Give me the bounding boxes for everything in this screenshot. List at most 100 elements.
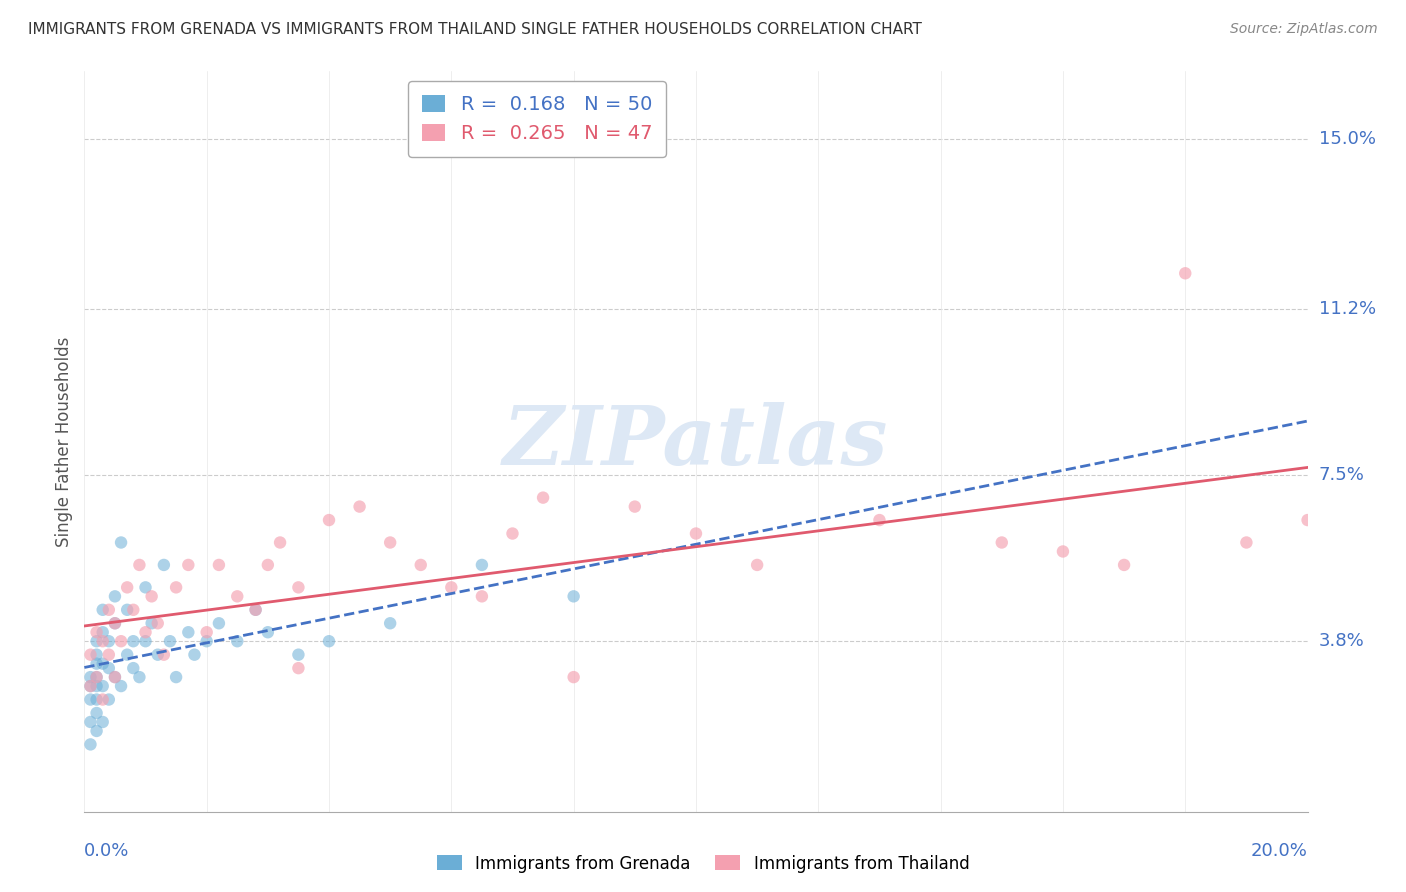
- Point: [104, 670, 127, 684]
- Legend: Immigrants from Grenada, Immigrants from Thailand: Immigrants from Grenada, Immigrants from…: [430, 848, 976, 880]
- Point: [86, 706, 108, 720]
- Point: [91, 625, 114, 640]
- Point: [135, 580, 157, 594]
- Point: [79, 648, 101, 662]
- Point: [79, 738, 101, 752]
- Point: [141, 616, 163, 631]
- Point: [257, 558, 280, 572]
- Point: [409, 558, 432, 572]
- Point: [104, 616, 127, 631]
- Point: [269, 535, 291, 549]
- Text: 3.8%: 3.8%: [1319, 632, 1364, 650]
- Point: [146, 616, 169, 631]
- Point: [195, 625, 218, 640]
- Point: [91, 634, 114, 648]
- Point: [562, 670, 585, 684]
- Text: Source: ZipAtlas.com: Source: ZipAtlas.com: [1230, 22, 1378, 37]
- Text: 0.0%: 0.0%: [84, 842, 129, 860]
- Point: [110, 535, 132, 549]
- Point: [380, 616, 402, 631]
- Point: [153, 558, 176, 572]
- Point: [685, 526, 707, 541]
- Point: [141, 590, 163, 604]
- Point: [471, 590, 494, 604]
- Point: [91, 657, 114, 671]
- Point: [110, 634, 132, 648]
- Text: IMMIGRANTS FROM GRENADA VS IMMIGRANTS FROM THAILAND SINGLE FATHER HOUSEHOLDS COR: IMMIGRANTS FROM GRENADA VS IMMIGRANTS FR…: [28, 22, 922, 37]
- Point: [869, 513, 891, 527]
- Y-axis label: Single Father Households: Single Father Households: [55, 336, 73, 547]
- Point: [91, 714, 114, 729]
- Point: [287, 580, 309, 594]
- Point: [91, 692, 114, 706]
- Point: [135, 634, 157, 648]
- Point: [97, 661, 120, 675]
- Point: [165, 580, 187, 594]
- Point: [128, 670, 150, 684]
- Point: [380, 535, 402, 549]
- Point: [624, 500, 647, 514]
- Point: [440, 580, 463, 594]
- Point: [502, 526, 524, 541]
- Point: [318, 513, 340, 527]
- Text: 11.2%: 11.2%: [1319, 301, 1376, 318]
- Point: [318, 634, 340, 648]
- Point: [86, 679, 108, 693]
- Point: [177, 558, 200, 572]
- Point: [226, 590, 249, 604]
- Point: [195, 634, 218, 648]
- Point: [86, 648, 108, 662]
- Point: [86, 692, 108, 706]
- Point: [208, 558, 231, 572]
- Point: [1052, 544, 1074, 558]
- Point: [79, 679, 101, 693]
- Point: [177, 625, 200, 640]
- Text: 15.0%: 15.0%: [1319, 129, 1375, 148]
- Point: [86, 723, 108, 738]
- Point: [208, 616, 231, 631]
- Point: [122, 661, 145, 675]
- Point: [86, 657, 108, 671]
- Point: [562, 590, 585, 604]
- Point: [86, 625, 108, 640]
- Point: [79, 670, 101, 684]
- Point: [1296, 513, 1319, 527]
- Point: [97, 692, 120, 706]
- Point: [226, 634, 249, 648]
- Point: [1114, 558, 1136, 572]
- Point: [128, 558, 150, 572]
- Point: [86, 670, 108, 684]
- Point: [79, 679, 101, 693]
- Point: [115, 603, 138, 617]
- Point: [91, 603, 114, 617]
- Point: [991, 535, 1014, 549]
- Point: [122, 634, 145, 648]
- Point: [122, 603, 145, 617]
- Point: [86, 634, 108, 648]
- Point: [747, 558, 769, 572]
- Point: [135, 625, 157, 640]
- Point: [1174, 266, 1197, 280]
- Point: [79, 714, 101, 729]
- Point: [110, 679, 132, 693]
- Text: 20.0%: 20.0%: [1251, 842, 1308, 860]
- Point: [86, 670, 108, 684]
- Point: [257, 625, 280, 640]
- Point: [1236, 535, 1258, 549]
- Point: [165, 670, 187, 684]
- Point: [471, 558, 494, 572]
- Point: [79, 692, 101, 706]
- Point: [104, 616, 127, 631]
- Text: ZIPatlas: ZIPatlas: [503, 401, 889, 482]
- Text: 7.5%: 7.5%: [1319, 467, 1365, 484]
- Point: [97, 634, 120, 648]
- Legend: R =  0.168   N = 50, R =  0.265   N = 47: R = 0.168 N = 50, R = 0.265 N = 47: [408, 81, 666, 157]
- Point: [104, 590, 127, 604]
- Point: [104, 670, 127, 684]
- Point: [245, 603, 267, 617]
- Point: [146, 648, 169, 662]
- Point: [531, 491, 554, 505]
- Point: [349, 500, 371, 514]
- Point: [97, 603, 120, 617]
- Point: [153, 648, 176, 662]
